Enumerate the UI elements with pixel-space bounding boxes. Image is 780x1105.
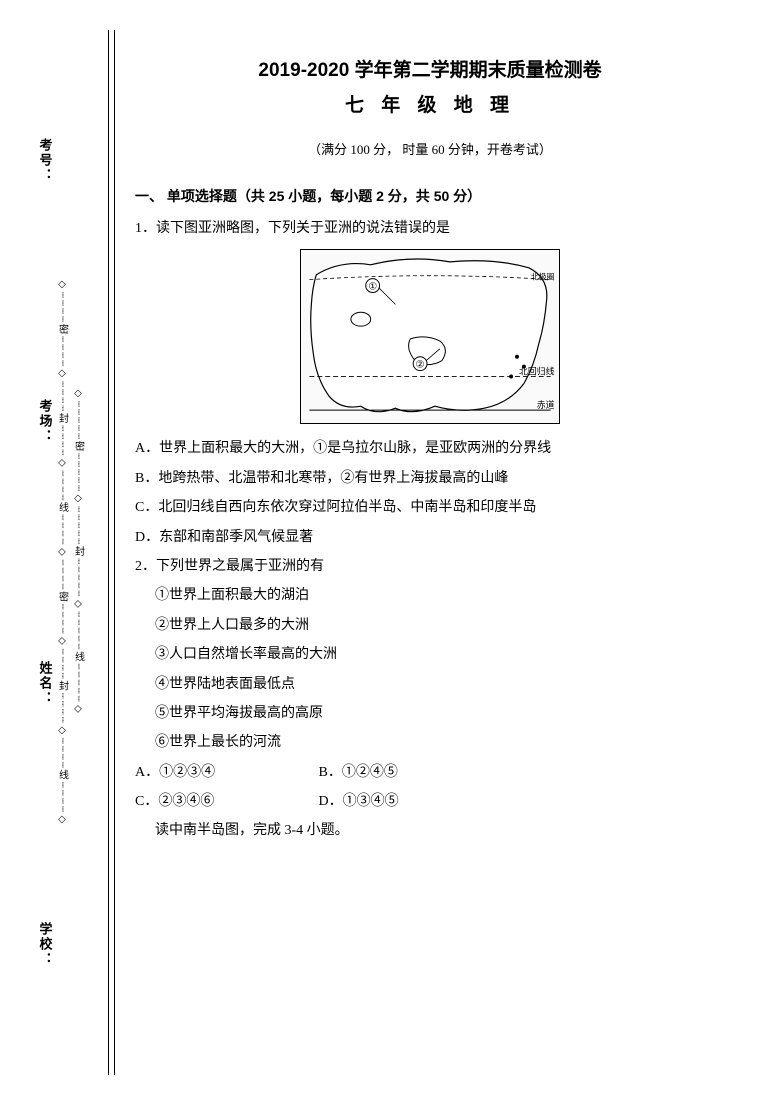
q2-optA: A．①②③④ — [135, 758, 315, 787]
page-content: 2019-2020 学年第二学期期末质量检测卷 七 年 级 地 理 （满分 10… — [135, 55, 725, 1065]
exam-meta: （满分 100 分， 时量 60 分钟，开卷考试） — [135, 139, 725, 158]
q2-opts-row2: C．②③④⑥ D．①③④⑤ — [135, 787, 725, 816]
q2-optB: B．①②④⑤ — [319, 758, 499, 787]
binding-labels: 考号： 考场： 姓名： 学校： — [36, 30, 54, 1075]
q1-optB: B．地跨热带、北温带和北寒带，②有世界上海拔最高的山峰 — [135, 464, 725, 493]
asia-map-svg: ① ② 北极圈 北回归线 赤道 — [301, 250, 559, 423]
q2-item-3: ③人口自然增长率最高的大洲 — [135, 640, 725, 669]
q1-optC: C．北回归线自西向东依次穿过阿拉伯半岛、中南半岛和印度半岛 — [135, 493, 725, 522]
q2-item-1: ①世界上面积最大的湖泊 — [135, 581, 725, 610]
binding-line-outer — [108, 30, 109, 1075]
binding-line-inner — [114, 30, 115, 1075]
q1-map: ① ② 北极圈 北回归线 赤道 — [300, 249, 560, 424]
label-school: 学校： — [36, 922, 55, 967]
title-main: 2019-2020 学年第二学期期末质量检测卷 — [135, 55, 725, 82]
binding-margin: 考号： 考场： 姓名： 学校： ◇┈┈┈┈密┈┈┈┈◇┈┈┈┈封┈┈┈┈◇┈┈┈… — [36, 30, 106, 1075]
q3-intro: 读中南半岛图，完成 3-4 小题。 — [135, 816, 725, 845]
map-equator-label: 赤道 — [537, 400, 555, 411]
q2-item-4: ④世界陆地表面最低点 — [135, 670, 725, 699]
q2-item-2: ②世界上人口最多的大洲 — [135, 611, 725, 640]
map-arctic-label: 北极圈 — [531, 272, 555, 282]
q1-optA: A．世界上面积最大的大洲，①是乌拉尔山脉，是亚欧两洲的分界线 — [135, 434, 725, 463]
title-sub: 七 年 级 地 理 — [135, 90, 725, 117]
q2-optC: C．②③④⑥ — [135, 787, 315, 816]
map-label-2: ② — [416, 360, 425, 371]
q1-stem: 1．读下图亚洲略图，下列关于亚洲的说法错误的是 — [135, 214, 725, 243]
label-examid: 考号： — [36, 138, 55, 183]
q1-optD: D．东部和南部季风气候显著 — [135, 523, 725, 552]
q2-item-5: ⑤世界平均海拔最高的高原 — [135, 699, 725, 728]
binding-deco-1: ◇┈┈┈┈密┈┈┈┈◇┈┈┈┈封┈┈┈┈◇┈┈┈┈线┈┈┈┈◇┈┈┈┈密┈┈┈┈… — [54, 30, 70, 1075]
q2-opts-row1: A．①②③④ B．①②④⑤ — [135, 758, 725, 787]
label-name: 姓名： — [36, 661, 55, 706]
binding-deco-2: ◇┈┈┈┈┈密┈┈┈┈┈◇┈┈┈┈┈封┈┈┈┈┈◇┈┈┈┈┈线┈┈┈┈┈◇ — [70, 30, 86, 1075]
q1-map-wrap: ① ② 北极圈 北回归线 赤道 — [135, 249, 725, 424]
map-label-1: ① — [368, 282, 377, 293]
q2-optD: D．①③④⑤ — [319, 787, 499, 816]
map-tropic-label: 北回归线 — [519, 366, 555, 377]
label-room: 考场： — [36, 399, 55, 444]
q2-stem: 2．下列世界之最属于亚洲的有 — [135, 552, 725, 581]
q2-item-6: ⑥世界上最长的河流 — [135, 728, 725, 757]
section-1-head: 一、 单项选择题（共 25 小题，每小题 2 分，共 50 分） — [135, 186, 725, 206]
